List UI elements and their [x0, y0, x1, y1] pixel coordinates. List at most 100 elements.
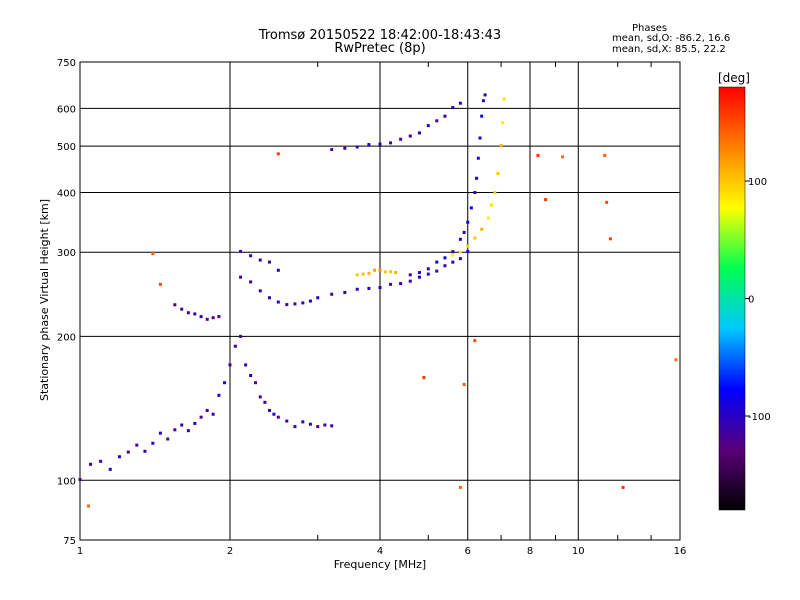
data-point	[276, 268, 280, 272]
colorbar-label: [deg]	[718, 71, 750, 85]
data-point	[603, 153, 607, 157]
data-point	[367, 286, 371, 290]
data-point	[458, 237, 462, 241]
data-point	[293, 302, 297, 306]
y-tick-label: 200	[57, 332, 76, 343]
data-point	[166, 437, 170, 441]
data-point	[86, 504, 90, 508]
data-point	[173, 428, 177, 432]
data-point	[217, 315, 221, 319]
data-point	[621, 485, 625, 489]
series-group	[330, 101, 462, 152]
data-point	[199, 315, 203, 319]
series-group	[78, 334, 334, 481]
data-point	[263, 400, 267, 404]
data-point	[443, 264, 447, 268]
data-point	[462, 230, 466, 234]
colorbar-tick-label: 0	[748, 295, 754, 306]
data-point	[355, 145, 359, 149]
data-point	[399, 137, 403, 141]
y-tick-label: 75	[63, 536, 76, 547]
data-point	[561, 155, 565, 159]
data-point	[330, 292, 334, 296]
data-point	[480, 227, 484, 231]
x-tick-label: 8	[527, 546, 533, 557]
data-point	[316, 425, 320, 429]
data-point	[417, 271, 421, 275]
data-point	[193, 421, 197, 425]
data-point	[186, 311, 190, 315]
data-point	[466, 249, 470, 253]
data-point	[193, 312, 197, 316]
axis-ticks: 1 2 4 6 8 10 16 75 100 200 300 400 500 600 750	[57, 58, 686, 557]
data-point	[99, 459, 103, 463]
data-point	[267, 408, 271, 412]
data-point	[276, 152, 280, 156]
data-point	[473, 339, 477, 343]
data-point	[389, 141, 393, 145]
data-point	[496, 172, 500, 176]
data-point	[330, 424, 334, 428]
data-point	[544, 198, 548, 202]
data-point	[249, 254, 253, 258]
data-point	[205, 317, 209, 321]
y-tick-label: 500	[57, 142, 76, 153]
data-point	[186, 429, 190, 433]
x-tick-label: 6	[465, 546, 471, 557]
data-point	[367, 143, 371, 147]
data-point	[383, 270, 387, 274]
data-point	[451, 106, 455, 110]
data-point	[258, 395, 262, 399]
series-group	[355, 268, 398, 277]
series-group	[239, 249, 470, 307]
data-point	[481, 99, 485, 103]
y-tick-label: 100	[57, 476, 76, 487]
data-point	[108, 467, 112, 471]
y-tick-label: 750	[57, 58, 76, 69]
data-point	[451, 250, 455, 254]
data-point	[323, 423, 327, 427]
data-point	[308, 422, 312, 426]
data-point	[469, 206, 473, 210]
data-point	[267, 296, 271, 300]
data-point	[417, 275, 421, 279]
x-tick-label: 10	[572, 546, 585, 557]
data-point	[501, 121, 505, 125]
phase-stats-title: Phases	[632, 23, 668, 34]
data-point	[422, 376, 426, 380]
data-point	[499, 143, 503, 147]
data-point	[126, 450, 130, 454]
data-point	[293, 425, 297, 429]
data-point	[211, 316, 215, 320]
data-point	[408, 273, 412, 277]
data-point	[233, 344, 237, 348]
data-point	[417, 131, 421, 135]
data-point	[301, 301, 305, 305]
data-point	[462, 383, 466, 387]
data-point	[151, 252, 155, 256]
data-point	[502, 97, 506, 101]
data-point	[486, 216, 490, 220]
data-point	[343, 291, 347, 295]
data-point	[173, 303, 177, 307]
data-point	[394, 271, 398, 275]
data-point	[239, 275, 243, 279]
x-tick-label: 4	[377, 546, 383, 557]
data-point	[180, 307, 184, 311]
series-group	[86, 152, 678, 508]
data-point	[78, 477, 82, 481]
data-point	[435, 269, 439, 273]
data-point	[466, 244, 470, 248]
data-point	[478, 136, 482, 140]
series-group	[173, 303, 221, 321]
data-point	[426, 124, 430, 128]
x-tick-label: 16	[674, 546, 687, 557]
data-point	[373, 268, 377, 272]
data-point	[674, 358, 678, 362]
data-point	[493, 190, 497, 194]
data-point	[301, 420, 305, 424]
data-point	[389, 270, 393, 274]
data-point	[399, 282, 403, 286]
series-group	[239, 249, 280, 272]
data-point	[426, 267, 430, 271]
